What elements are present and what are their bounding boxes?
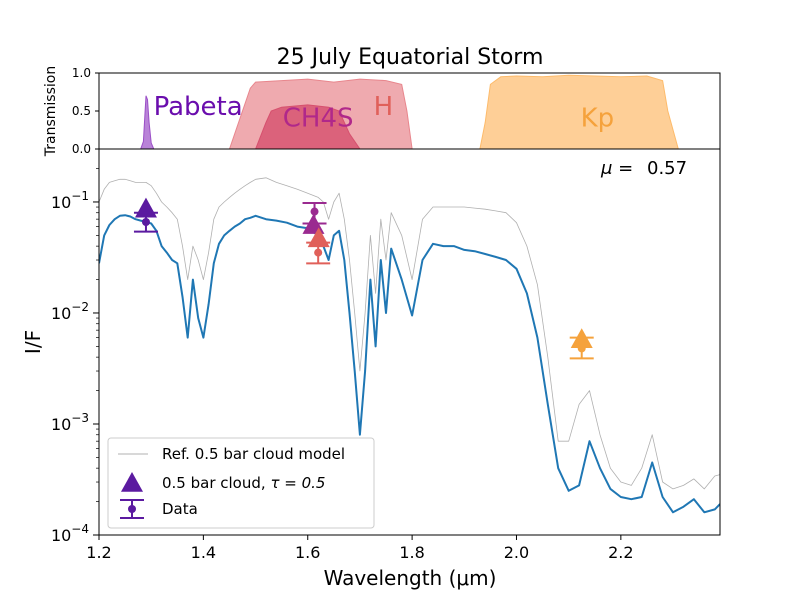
legend-entry: Ref. 0.5 bar cloud model (118, 445, 345, 463)
filter-kp-curve (479, 74, 679, 150)
filter-kp-label: Kp (581, 104, 615, 134)
y-axis-label: I/F (21, 330, 45, 354)
x-tick-label: 1.2 (86, 543, 111, 562)
legend-label-math: τ = 0.5 (270, 474, 325, 492)
legend-triangle-swatch (121, 472, 143, 492)
y-tick-label: 10−3 (51, 411, 89, 434)
y-tick-base: 10 (51, 304, 71, 323)
transmission-y-ticks: 0.0 0.5 1.0 (72, 66, 99, 156)
legend: Ref. 0.5 bar cloud model 0.5 bar cloud, τ… (107, 437, 375, 529)
main-panel-frame (98, 148, 721, 536)
mu-label: μ = (600, 158, 633, 179)
legend-label: Ref. 0.5 bar cloud model (162, 445, 345, 463)
legend-label: Data (162, 500, 198, 518)
filter-pabeta-label: Pabeta (154, 92, 243, 122)
filter-labels: Pabeta CH4S H Kp (154, 92, 615, 133)
legend-point-swatch (128, 505, 136, 513)
markers (133, 197, 594, 360)
data-point (133, 211, 158, 233)
cloud-model-line (99, 214, 720, 514)
legend-items: Ref. 0.5 bar cloud model 0.5 bar cloud, τ… (118, 445, 345, 519)
y-tick-exponent: −3 (71, 411, 89, 425)
transmission-y-tick-label: 1.0 (72, 66, 91, 80)
reference-model-line (99, 177, 720, 490)
legend-label: 0.5 bar cloud, τ = 0.5 (162, 474, 325, 492)
x-axis-ticks: 1.2 1.4 1.6 1.8 2.0 2.2 (86, 535, 634, 562)
x-tick-label: 1.4 (191, 543, 216, 562)
y-tick-label: 10−4 (51, 522, 89, 545)
data-point-marker (314, 248, 323, 257)
y-tick-exponent: −4 (71, 522, 89, 536)
legend-entry: 0.5 bar cloud, τ = 0.5 (121, 472, 325, 492)
filter-pabeta-curve (139, 95, 155, 150)
y-axis-ticks: 10−410−310−210−1 (51, 168, 99, 545)
y-tick-base: 10 (51, 415, 71, 434)
legend-entry: Data (120, 499, 198, 519)
mu-value: 0.57 (647, 158, 687, 179)
filter-curves (139, 74, 679, 150)
x-tick-label: 2.2 (608, 543, 633, 562)
mu-annotation: μ = 0.57 (600, 158, 687, 179)
data-point-marker (577, 344, 586, 353)
transmission-panel: Pabeta CH4S H Kp 0.0 0.5 1.0 Transmission (43, 66, 721, 157)
legend-label-text: 0.5 bar cloud, (162, 474, 270, 492)
main-panel: 1.2 1.4 1.6 1.8 2.0 2.2 10−410−310−210−1 Wave… (21, 148, 721, 590)
legend-label-text: Ref. 0.5 bar cloud model (162, 445, 345, 463)
y-tick-base: 10 (51, 193, 71, 212)
legend-label-text: Data (162, 500, 198, 518)
x-tick-label: 2.0 (504, 543, 529, 562)
x-tick-label: 1.8 (399, 543, 424, 562)
y-tick-label: 10−1 (51, 189, 89, 212)
data-point (569, 336, 594, 360)
transmission-y-tick-label: 0.5 (72, 104, 91, 118)
y-tick-exponent: −2 (71, 300, 89, 314)
data-point (306, 241, 331, 265)
data-point-marker (141, 217, 150, 226)
x-tick-label: 1.6 (295, 543, 320, 562)
spectrum-lines (99, 177, 720, 514)
data-point-marker (310, 207, 319, 216)
legend-frame (107, 437, 375, 529)
chart-title: 25 July Equatorial Storm (277, 45, 544, 70)
y-tick-exponent: −1 (71, 189, 89, 203)
transmission-ylabel: Transmission (43, 66, 59, 157)
y-tick-base: 10 (51, 526, 71, 545)
y-tick-label: 10−2 (51, 300, 89, 323)
x-axis-label: Wavelength (μm) (324, 566, 497, 590)
filter-h-label: H (374, 92, 394, 122)
transmission-y-tick-label: 0.0 (72, 142, 91, 156)
data-point (302, 201, 327, 225)
filter-ch4s-label: CH4S (283, 104, 354, 134)
